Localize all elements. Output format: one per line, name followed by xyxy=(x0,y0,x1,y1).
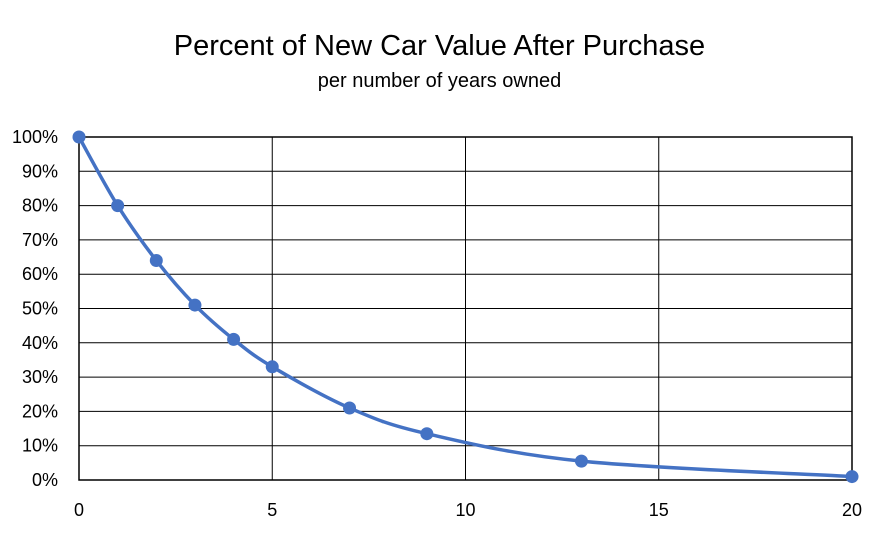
series xyxy=(72,130,859,484)
y-tick-label: 50% xyxy=(22,299,58,319)
y-tick-label: 20% xyxy=(22,401,58,421)
chart-subtitle: per number of years owned xyxy=(317,70,562,92)
data-point xyxy=(574,454,588,468)
y-tick-label: 40% xyxy=(22,333,58,353)
data-point xyxy=(149,253,163,267)
data-point xyxy=(265,360,279,374)
x-tick-label: 20 xyxy=(842,500,862,520)
data-point xyxy=(420,427,434,441)
y-tick-label: 90% xyxy=(22,161,58,181)
data-point xyxy=(343,401,357,415)
axes: 0% 10% 20% 30% 40% 50% 60% 70% 80% 90% 100% 0 5 10 15 2… xyxy=(12,127,862,520)
y-tick-label: 10% xyxy=(22,436,58,456)
grid xyxy=(78,136,853,481)
y-tick-label: 60% xyxy=(22,264,58,284)
y-tick-label: 100% xyxy=(12,127,58,147)
chart-title: Percent of New Car Value After Purchase xyxy=(173,30,706,62)
x-tick-label: 15 xyxy=(649,500,669,520)
y-tick-label: 0% xyxy=(32,470,58,490)
x-tick-label: 0 xyxy=(74,500,84,520)
data-point xyxy=(111,199,125,213)
y-tick-label: 80% xyxy=(22,196,58,216)
plot-border xyxy=(78,136,853,481)
y-tick-label: 30% xyxy=(22,367,58,387)
y-tick-label: 70% xyxy=(22,230,58,250)
x-tick-label: 5 xyxy=(267,500,277,520)
x-tick-label: 10 xyxy=(455,500,475,520)
data-point xyxy=(72,130,86,144)
data-point xyxy=(188,298,202,312)
data-point xyxy=(227,332,241,346)
data-point xyxy=(845,470,859,484)
